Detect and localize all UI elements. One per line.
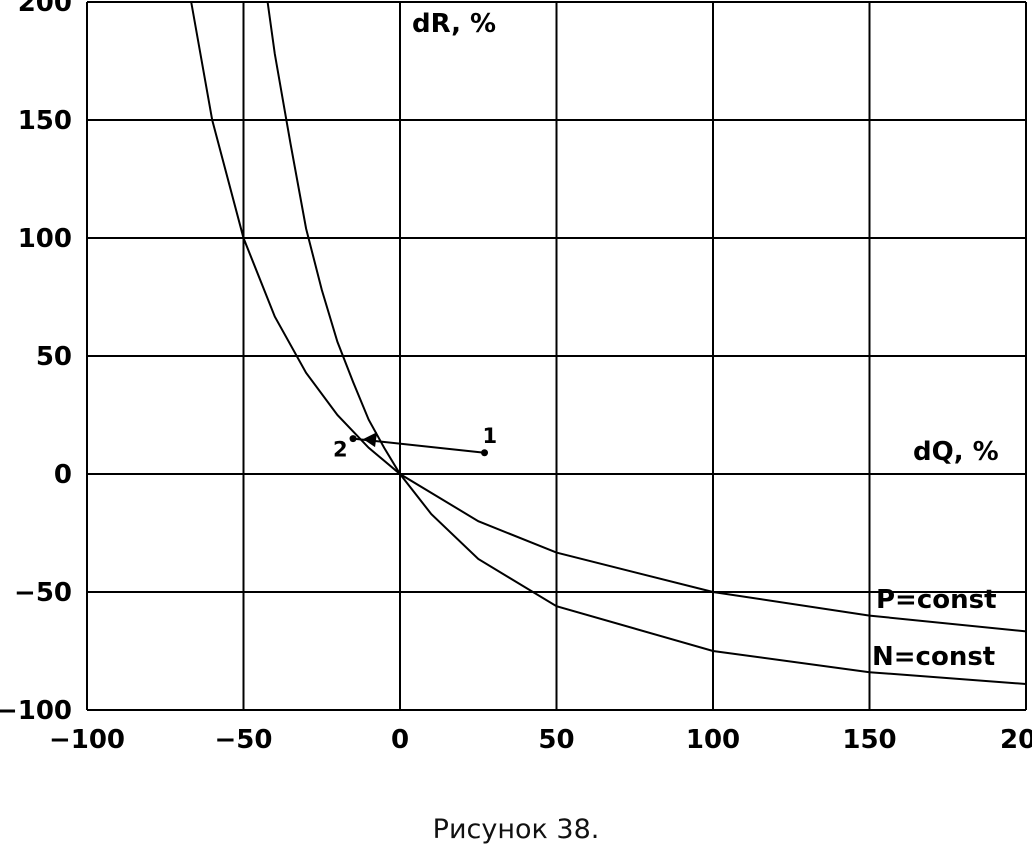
x-axis-title: dQ, % — [913, 437, 999, 467]
y-tick-label: 200 — [18, 0, 72, 18]
x-tick-label: 150 — [842, 725, 896, 755]
tick-labels: −100 −50 0 50 100 150 20 200 150 100 50 0 −50 −100 — [0, 0, 1032, 755]
y-tick-label: 100 — [18, 224, 72, 254]
x-tick-label: 50 — [538, 725, 574, 755]
curve-label-n-const: N=const — [872, 642, 995, 672]
points: 12 — [333, 424, 497, 462]
point-1-label: 1 — [483, 424, 498, 448]
curves — [190, 1, 1027, 685]
figure-caption: Рисунок 38. — [432, 814, 600, 845]
curve-p-const — [190, 1, 1027, 633]
grid — [86, 1, 1027, 711]
curve-n-const — [266, 1, 1027, 685]
y-tick-label: 150 — [18, 106, 72, 136]
point-2 — [349, 435, 357, 443]
x-tick-label: 100 — [686, 725, 740, 755]
x-tick-label: −100 — [49, 725, 125, 755]
x-tick-label: 20 — [1000, 725, 1032, 755]
y-tick-label: −100 — [0, 696, 72, 726]
x-tick-label: −50 — [215, 725, 273, 755]
point-1 — [481, 449, 489, 457]
curve-label-p-const: P=const — [876, 585, 997, 615]
y-tick-label: −50 — [14, 578, 72, 608]
x-tick-label: 0 — [391, 725, 409, 755]
y-tick-label: 0 — [54, 460, 72, 490]
arrow-head — [363, 432, 378, 448]
y-tick-label: 50 — [36, 342, 72, 372]
y-axis-title: dR, % — [412, 9, 496, 39]
point-2-label: 2 — [333, 438, 348, 462]
